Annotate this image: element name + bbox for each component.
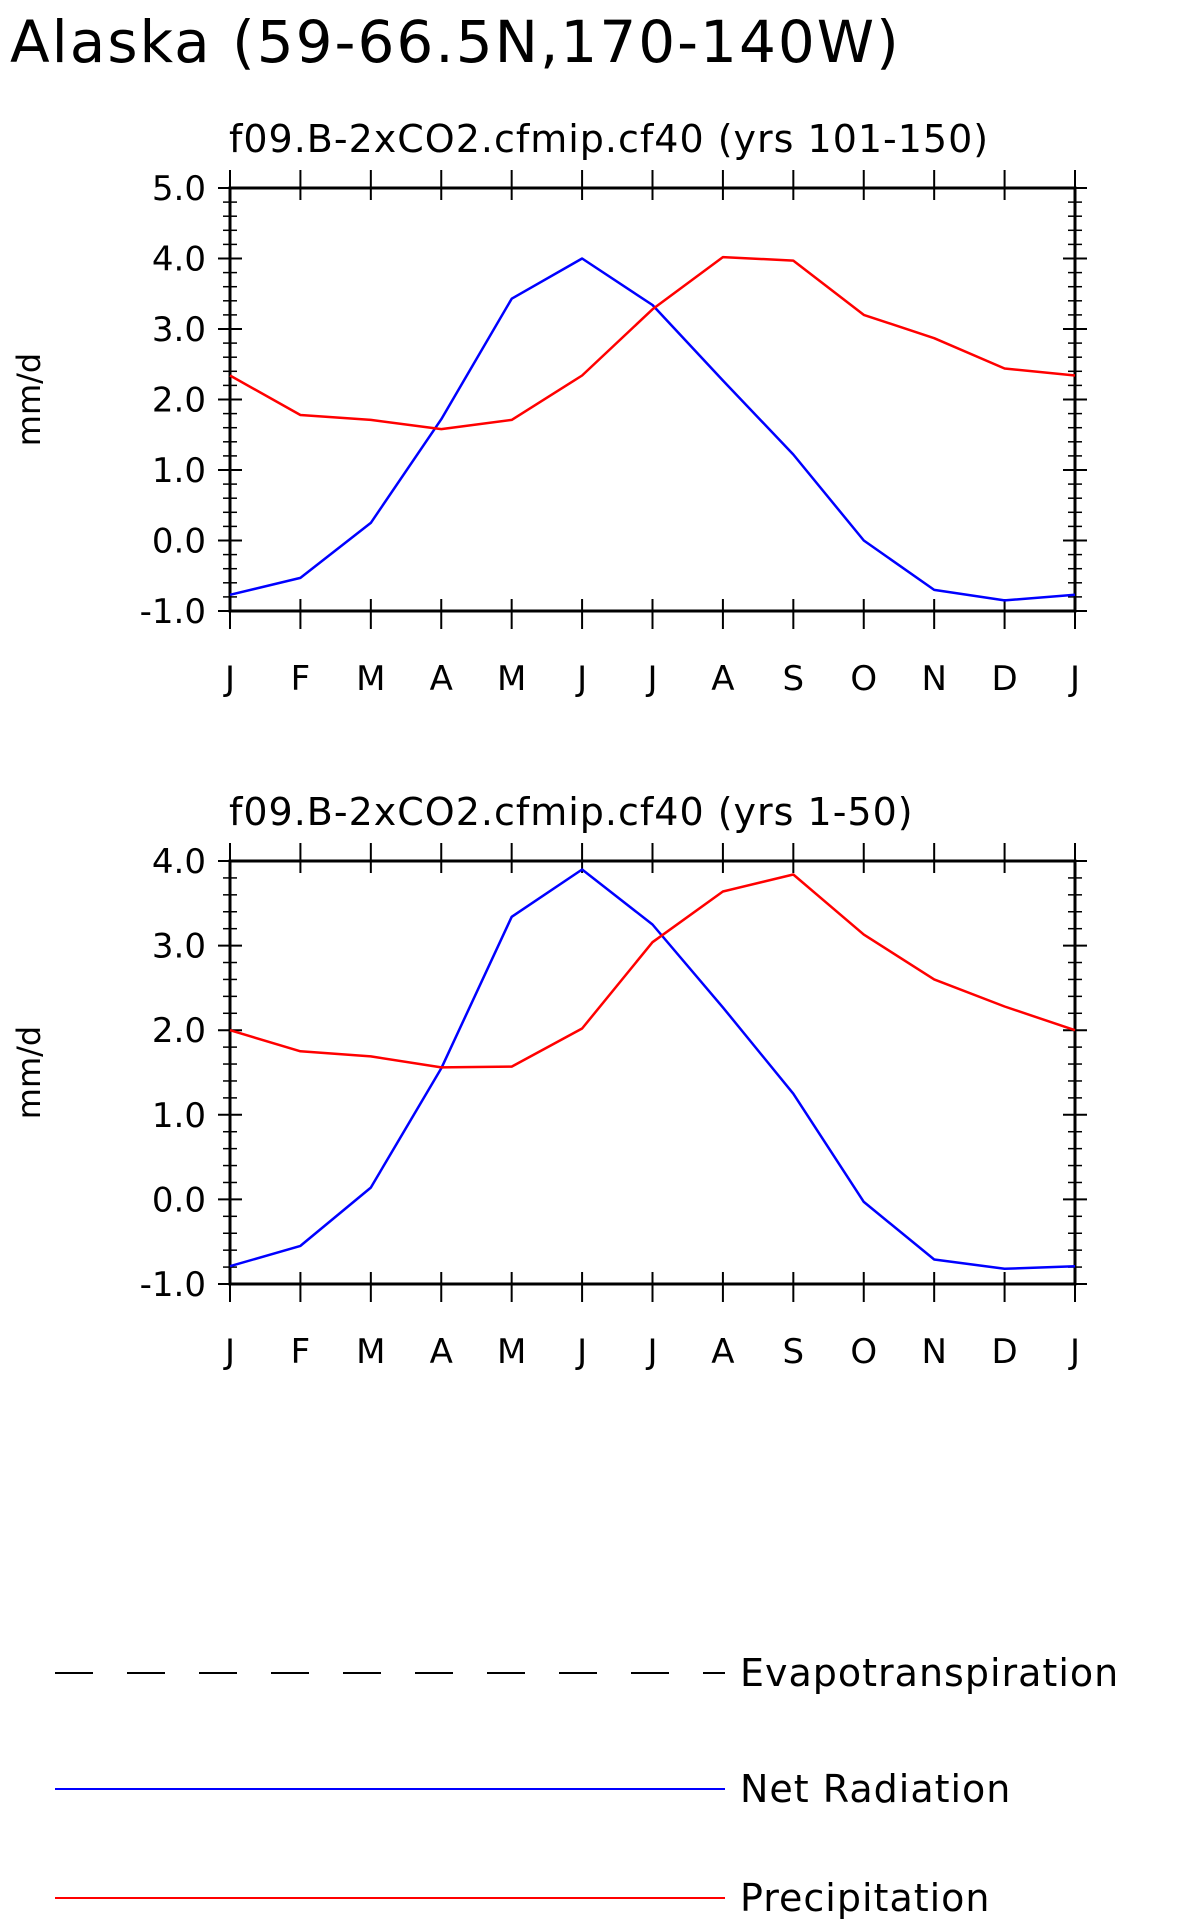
x-tick-label: A (430, 1332, 453, 1372)
x-tick-label: J (645, 1332, 657, 1372)
y-tick-label: 2.0 (152, 381, 206, 421)
x-tick-label: S (783, 659, 805, 699)
y-tick-label: 3.0 (152, 310, 206, 350)
y-tick-label: 0.0 (152, 1180, 206, 1220)
x-tick-label: J (223, 1332, 235, 1372)
x-tick-label: N (921, 659, 946, 699)
panel-title: f09.B-2xCO2.cfmip.cf40 (yrs 1-50) (229, 790, 914, 834)
y-tick-label: -1.0 (140, 1265, 206, 1305)
legend: Evapotranspiration Net Radiation Precipi… (55, 1651, 1119, 1920)
chart-panel-bottom: f09.B-2xCO2.cfmip.cf40 (yrs 1-50) mm/d -1.… (10, 790, 1087, 1372)
x-tick-label: J (575, 1332, 587, 1372)
x-tick-label: J (1068, 659, 1080, 699)
y-axis-label: mm/d (10, 353, 48, 446)
x-tick-label: F (291, 1332, 311, 1372)
x-tick-label: F (291, 659, 311, 699)
x-tick-label: S (783, 1332, 805, 1372)
chart-panel-top: f09.B-2xCO2.cfmip.cf40 (yrs 101-150) mm/d… (10, 117, 1087, 699)
y-tick-label: 1.0 (152, 1096, 206, 1136)
y-tick-label: -1.0 (140, 592, 206, 632)
y-tick-label: 2.0 (152, 1011, 206, 1051)
x-tick-label: M (497, 1332, 526, 1372)
x-tick-label: M (356, 1332, 385, 1372)
x-tick-label: J (223, 659, 235, 699)
x-tick-label: M (497, 659, 526, 699)
series-line-net-radiation (229, 257, 1076, 602)
y-tick-label: 3.0 (152, 927, 206, 967)
x-tick-label: M (356, 659, 385, 699)
series-line-precipitation (229, 255, 1076, 431)
x-tick-label: D (991, 1332, 1017, 1372)
figure-title: Alaska (59-66.5N,170-140W) (10, 8, 901, 76)
x-tick-label: N (921, 1332, 946, 1372)
x-tick-label: A (711, 659, 734, 699)
y-axis-label: mm/d (10, 1026, 48, 1119)
x-tick-label: J (575, 659, 587, 699)
y-tick-label: 4.0 (152, 240, 206, 280)
x-tick-label: D (991, 659, 1017, 699)
x-tick-label: A (430, 659, 453, 699)
legend-label-net-radiation: Net Radiation (740, 1767, 1011, 1811)
x-tick-label: O (850, 659, 877, 699)
y-tick-label: 1.0 (152, 451, 206, 491)
series-line-precipitation (229, 873, 1076, 1069)
y-tick-label: 4.0 (152, 842, 206, 882)
x-tick-label: J (645, 659, 657, 699)
panel-title: f09.B-2xCO2.cfmip.cf40 (yrs 101-150) (229, 117, 989, 161)
x-tick-label: J (1068, 1332, 1080, 1372)
legend-label-evapotranspiration: Evapotranspiration (740, 1651, 1119, 1695)
plot-frame (228, 186, 1077, 613)
legend-label-precipitation: Precipitation (740, 1876, 991, 1920)
y-tick-label: 0.0 (152, 522, 206, 562)
x-tick-label: A (711, 1332, 734, 1372)
series-line-net-radiation (229, 868, 1076, 1271)
x-tick-label: O (850, 1332, 877, 1372)
y-tick-label: 5.0 (152, 169, 206, 209)
